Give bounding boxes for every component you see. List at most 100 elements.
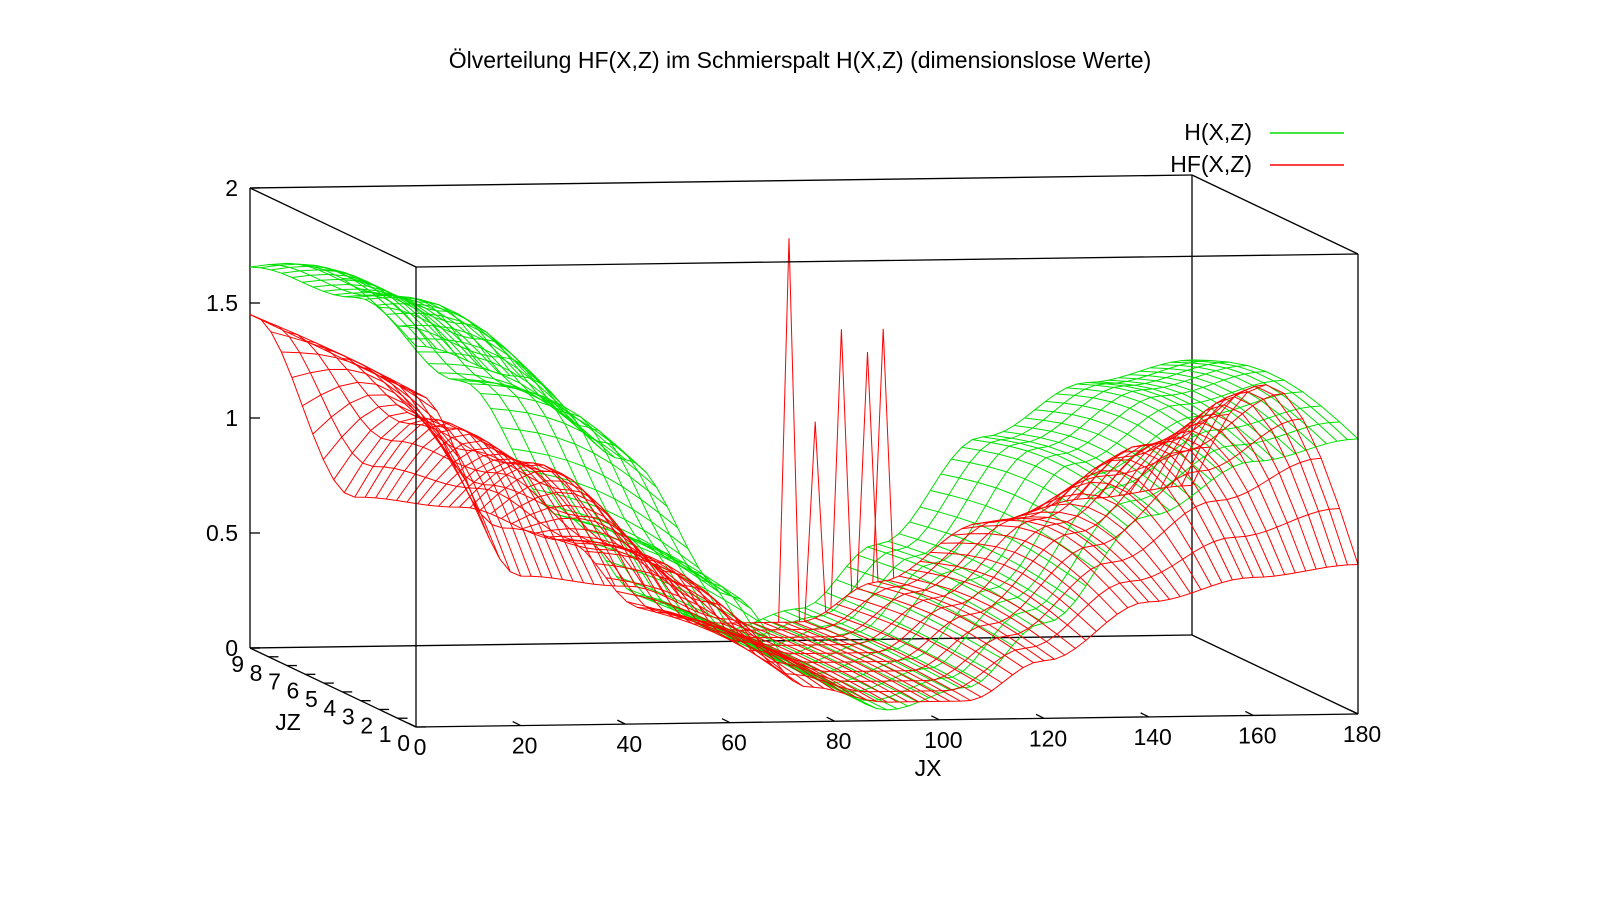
x-tick-mark bbox=[1140, 712, 1149, 718]
hf-mesh-column-line bbox=[291, 368, 459, 457]
hf-spike bbox=[872, 328, 895, 583]
hf-mesh-column-line bbox=[511, 504, 679, 603]
hf-mesh-column-line bbox=[1118, 430, 1286, 575]
hf-spike bbox=[804, 421, 827, 622]
hf-mesh-column-line bbox=[385, 427, 553, 579]
hf-mesh-column-line bbox=[773, 621, 940, 702]
hf-mesh-column-line bbox=[762, 622, 930, 702]
x-tick-label: 80 bbox=[826, 728, 852, 754]
hf-mesh-column-line bbox=[563, 539, 731, 620]
z-tick-label: 0 bbox=[225, 635, 238, 661]
h-mesh-column-line bbox=[951, 458, 1118, 539]
h-mesh-column-line bbox=[804, 607, 971, 688]
y-tick-label: 7 bbox=[268, 669, 281, 695]
h-mesh-column-line bbox=[856, 554, 1024, 635]
hf-mesh-column-line bbox=[930, 551, 1097, 632]
y-tick-label: 9 bbox=[231, 651, 244, 677]
x-tick-label: 180 bbox=[1343, 721, 1381, 747]
hf-mesh-column-line bbox=[448, 461, 616, 587]
legend-label-hf: HF(X,Z) bbox=[1170, 151, 1252, 177]
x-tick-label: 40 bbox=[617, 731, 643, 757]
h-mesh-column-line bbox=[417, 351, 584, 432]
hf-mesh-column-line bbox=[1181, 385, 1348, 566]
hf-mesh-column-line bbox=[752, 622, 919, 703]
box-front-top bbox=[415, 253, 1359, 268]
h-mesh-column-line bbox=[270, 265, 438, 350]
hf-mesh-column-line bbox=[1160, 396, 1328, 568]
y-tick-label: 6 bbox=[287, 677, 300, 703]
h-mesh-column-line bbox=[532, 488, 699, 569]
x-tick-label: 120 bbox=[1029, 725, 1067, 751]
hf-mesh-column-line bbox=[427, 453, 595, 585]
h-mesh-column-line bbox=[825, 591, 992, 672]
box-left-top bbox=[249, 187, 417, 268]
hf-mesh-column-line bbox=[281, 351, 448, 432]
x-tick-label: 60 bbox=[721, 730, 747, 756]
hf-mesh-column-line bbox=[1107, 436, 1275, 577]
hf-mesh-column-line bbox=[616, 590, 783, 671]
h-mesh-column-line bbox=[386, 312, 553, 394]
x-tick-label: 0 bbox=[414, 734, 427, 760]
hf-mesh-column-line bbox=[898, 575, 1066, 656]
h-mesh-row-line bbox=[249, 266, 1193, 632]
h-mesh-column-line bbox=[459, 380, 626, 460]
hf-mesh-column-line bbox=[689, 617, 856, 698]
h-mesh-column-line bbox=[553, 513, 720, 593]
x-tick-mark bbox=[826, 716, 835, 722]
hf-mesh-column-line bbox=[396, 433, 563, 580]
hf-mesh-column-line bbox=[783, 621, 951, 702]
h-mesh-column-line bbox=[584, 529, 752, 610]
hf-mesh-column-line bbox=[951, 533, 1118, 615]
hf-mesh-column-line bbox=[521, 517, 689, 609]
y-tick-label: 2 bbox=[360, 712, 373, 738]
h-mesh-column-line bbox=[1108, 379, 1275, 460]
hf-mesh-column-line bbox=[804, 621, 971, 701]
y-tick-label: 1 bbox=[379, 721, 392, 747]
h-mesh-column-line bbox=[448, 378, 616, 459]
box-back-bottom bbox=[249, 634, 1193, 649]
h-mesh-column-line bbox=[490, 408, 658, 488]
z-axis-ticks: 0 0.5 1 1.5 2 bbox=[206, 175, 260, 661]
hf-spike bbox=[856, 351, 879, 589]
y-tick-label: 3 bbox=[342, 704, 355, 730]
h-mesh-column-line bbox=[783, 610, 951, 691]
h-mesh-row-line bbox=[305, 264, 1248, 658]
hf-mesh-column-line bbox=[595, 563, 762, 643]
hf-spikes bbox=[778, 238, 895, 623]
hf-spike bbox=[830, 329, 853, 609]
hf-mesh-column-line bbox=[302, 381, 469, 486]
hf-mesh-column-line bbox=[720, 622, 888, 703]
x-tick-label: 20 bbox=[512, 733, 538, 759]
box-front-bottom bbox=[415, 713, 1359, 728]
hf-mesh-column-line bbox=[1055, 459, 1223, 583]
hf-mesh-column-line bbox=[532, 528, 699, 613]
x-tick-mark bbox=[1349, 709, 1359, 715]
hf-mesh-column-line bbox=[741, 622, 909, 703]
x-axis-label: JX bbox=[915, 755, 942, 781]
x-tick-label: 160 bbox=[1238, 722, 1276, 748]
hf-mesh-column-line bbox=[909, 569, 1076, 649]
h-mesh-column-line bbox=[396, 324, 563, 406]
hf-mesh-column-line bbox=[354, 418, 522, 577]
h-mesh-column-line bbox=[982, 436, 1150, 517]
x-axis-ticks: 0 20 40 60 80 100 120 140 160 180 bbox=[407, 709, 1381, 760]
hf-mesh-column-line bbox=[584, 550, 752, 631]
hf-mesh-column-line bbox=[500, 491, 668, 598]
hf-mesh-column-line bbox=[626, 601, 794, 682]
y-tick-label: 4 bbox=[323, 695, 336, 721]
h-mesh-column-line bbox=[773, 613, 940, 694]
z-tick-label: 1 bbox=[225, 405, 238, 431]
hf-mesh-column-line bbox=[835, 603, 1003, 684]
hf-mesh-column-line bbox=[375, 422, 543, 578]
h-mesh-column-line bbox=[815, 601, 982, 682]
h-mesh-column-line bbox=[846, 566, 1013, 646]
hf-mesh-column-line bbox=[343, 416, 511, 572]
y-tick-label: 8 bbox=[250, 660, 263, 686]
h-mesh-column-line bbox=[501, 427, 668, 507]
hf-mesh-column-line bbox=[1170, 389, 1338, 567]
h-mesh-column-line bbox=[365, 296, 532, 379]
box-right-bottom bbox=[1191, 634, 1359, 715]
hf-mesh-column-line bbox=[1013, 503, 1181, 598]
